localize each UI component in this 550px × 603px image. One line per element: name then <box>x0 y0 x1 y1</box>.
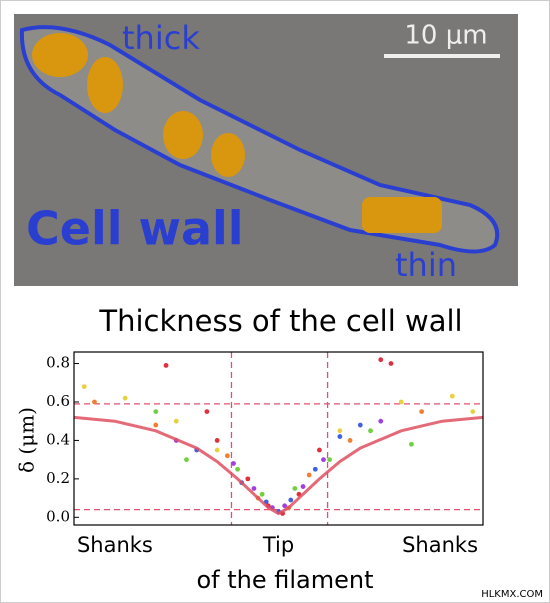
chloroplast <box>32 33 88 77</box>
y-tick-label: 0.4 <box>46 430 70 448</box>
point <box>470 409 476 414</box>
x-axis-label: of the filament <box>196 566 373 594</box>
label-thick: thick <box>122 19 200 57</box>
point <box>231 461 236 466</box>
label-thin: thin <box>395 246 457 284</box>
point <box>214 447 220 453</box>
point <box>368 428 373 434</box>
point <box>288 497 294 503</box>
chloroplast <box>211 133 245 177</box>
point <box>347 438 353 443</box>
point <box>224 453 230 459</box>
point <box>259 491 265 497</box>
point <box>251 486 257 491</box>
axes-box <box>73 351 484 526</box>
point <box>214 438 220 443</box>
point <box>388 361 394 366</box>
point <box>378 357 384 363</box>
point <box>312 466 318 472</box>
x-tick-label: Tip <box>262 533 294 557</box>
y-tick-label: 0.2 <box>46 469 70 487</box>
point <box>153 409 159 414</box>
point <box>81 384 87 389</box>
point <box>317 447 322 453</box>
point <box>449 393 455 399</box>
x-tick-label: Shanks <box>402 533 478 557</box>
point <box>357 422 363 428</box>
watermark: HLKMX.COM <box>481 589 543 600</box>
point <box>282 503 288 509</box>
y-tick-label: 0.6 <box>46 392 70 410</box>
point <box>92 399 97 405</box>
point <box>306 472 312 478</box>
y-axis-label: δ (μm) <box>15 407 39 473</box>
point <box>245 476 251 482</box>
point <box>337 434 343 439</box>
y-tick-label: 0.8 <box>46 354 70 372</box>
y-tick-label: 0.0 <box>46 507 70 525</box>
point <box>321 457 326 463</box>
point <box>398 399 404 405</box>
point <box>173 418 179 424</box>
chloroplast <box>87 57 123 113</box>
plot: 0.0 0.2 0.4 0.6 0.8 Shanks Tip Shanks <box>46 352 484 557</box>
chloroplast <box>362 197 442 233</box>
point <box>300 484 306 489</box>
chart-title: Thickness of the cell wall <box>98 304 462 338</box>
filament <box>19 25 500 254</box>
point <box>122 395 128 401</box>
point <box>378 418 384 424</box>
point <box>184 457 189 463</box>
point <box>337 428 343 434</box>
fit-curve <box>73 415 484 516</box>
scale-label: 10 μm <box>404 21 487 51</box>
point <box>235 466 241 472</box>
chloroplast <box>163 111 203 159</box>
x-tick-label: Shanks <box>77 533 153 557</box>
point <box>153 422 159 428</box>
point <box>327 457 333 463</box>
point <box>204 409 210 414</box>
point <box>163 363 169 368</box>
label-cell-wall: Cell wall <box>26 202 244 256</box>
point <box>409 441 414 447</box>
point <box>419 409 425 414</box>
point <box>292 486 298 491</box>
